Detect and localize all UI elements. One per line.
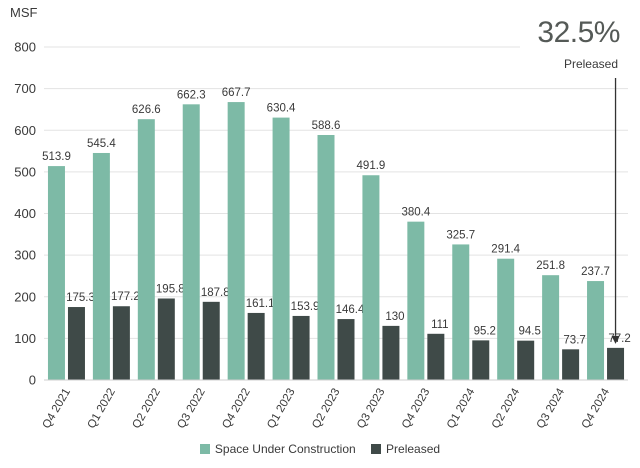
bar-preleased [562, 349, 580, 380]
data-label-preleased: 94.5 [518, 326, 540, 338]
bar-construction [542, 275, 560, 380]
x-tick-label: Q4 2023 [400, 387, 432, 431]
data-label-preleased: 146.4 [336, 304, 365, 316]
legend-swatch-construction [199, 444, 210, 454]
x-tick-label: Q4 2022 [220, 387, 252, 431]
bar-chart: 0 100 200 300 400 500 600 700 800 MSF 513.9 175.3 Q4… [10, 5, 632, 431]
data-label-preleased: 161.1 [246, 298, 275, 310]
x-tick-label: Q4 2024 [580, 386, 613, 431]
prelease-label: Preleased [563, 57, 618, 71]
bar-construction [272, 117, 290, 380]
x-tick-label: Q2 2024 [490, 386, 523, 431]
data-label-preleased: 130 [385, 311, 404, 323]
x-tick-label: Q2 2022 [130, 387, 162, 431]
x-tick-label: Q1 2022 [86, 387, 118, 431]
y-tick-label: 400 [14, 206, 36, 221]
bar-construction [182, 104, 200, 380]
data-label-construction: 237.7 [581, 266, 610, 278]
bar-construction [227, 102, 245, 380]
bar-construction [497, 258, 515, 380]
legend-label-preleased: Preleased [386, 442, 441, 456]
y-tick-label: 500 [14, 164, 36, 179]
bar-preleased [427, 333, 445, 380]
data-label-preleased: 95.2 [474, 325, 496, 337]
data-label-construction: 380.4 [401, 207, 430, 219]
data-label-preleased: 187.8 [201, 287, 230, 299]
bar-preleased [607, 347, 625, 380]
bar-construction [92, 152, 110, 380]
data-label-preleased: 111 [431, 319, 448, 331]
y-tick-label: 0 [29, 373, 36, 388]
data-label-preleased: 177.2 [111, 291, 140, 303]
y-tick-label: 200 [14, 289, 36, 304]
y-axis-unit: MSF [10, 5, 38, 20]
bar-preleased [472, 340, 490, 380]
y-tick-label: 300 [14, 248, 36, 263]
bar-preleased [67, 307, 85, 380]
x-tick-label: Q3 2023 [355, 387, 387, 431]
bar-construction [317, 134, 335, 380]
bar-preleased [157, 298, 175, 380]
x-tick-label: Q1 2023 [265, 387, 297, 431]
bar-preleased [382, 325, 400, 380]
data-label-preleased: 153.9 [291, 301, 320, 313]
data-label-construction: 251.8 [536, 260, 565, 272]
bar-preleased [337, 319, 355, 380]
data-label-preleased: 175.3 [66, 292, 95, 304]
x-tick-label: Q3 2024 [535, 386, 568, 431]
y-tick-label: 600 [14, 123, 36, 138]
data-label-preleased: 77.2 [608, 333, 630, 345]
bar-preleased [202, 301, 220, 380]
callout-arrow-head [611, 335, 620, 344]
chart-legend: Space Under Construction Preleased [0, 442, 640, 457]
data-label-construction: 291.4 [491, 244, 520, 256]
x-tick-label: Q1 2024 [445, 386, 478, 431]
x-tick-label: Q4 2021 [41, 387, 73, 431]
prelease-percentage: 32.5% [537, 16, 620, 49]
bar-preleased [112, 306, 130, 380]
data-label-construction: 545.4 [87, 138, 116, 150]
bar-construction [407, 221, 425, 380]
bar-construction [362, 175, 380, 380]
bar-preleased [292, 315, 310, 380]
callout-background [520, 38, 632, 75]
data-label-construction: 667.7 [222, 87, 251, 99]
bar-preleased [517, 340, 535, 380]
legend-swatch-preleased [371, 444, 382, 454]
legend-label-construction: Space Under Construction [214, 442, 356, 456]
legend-item-preleased: Preleased [371, 442, 440, 456]
legend-item-construction: Space Under Construction [199, 442, 356, 456]
x-tick-label: Q2 2023 [310, 387, 342, 431]
data-label-construction: 491.9 [357, 160, 386, 172]
data-label-construction: 513.9 [42, 151, 71, 163]
bar-construction [452, 244, 470, 380]
bar-construction [137, 119, 155, 381]
bar-construction [47, 166, 65, 380]
data-label-preleased: 195.8 [156, 283, 185, 295]
data-label-construction: 626.6 [132, 104, 161, 116]
y-tick-label: 100 [14, 331, 36, 346]
data-label-preleased: 73.7 [563, 334, 585, 346]
data-label-construction: 630.4 [267, 103, 296, 115]
y-tick-label: 800 [14, 40, 36, 55]
x-tick-label: Q3 2022 [175, 387, 207, 431]
data-label-construction: 588.6 [312, 120, 341, 132]
bar-preleased [247, 312, 265, 380]
data-label-construction: 662.3 [177, 89, 206, 101]
bar-construction [587, 281, 605, 380]
y-tick-label: 700 [14, 81, 36, 96]
data-label-construction: 325.7 [446, 229, 475, 241]
